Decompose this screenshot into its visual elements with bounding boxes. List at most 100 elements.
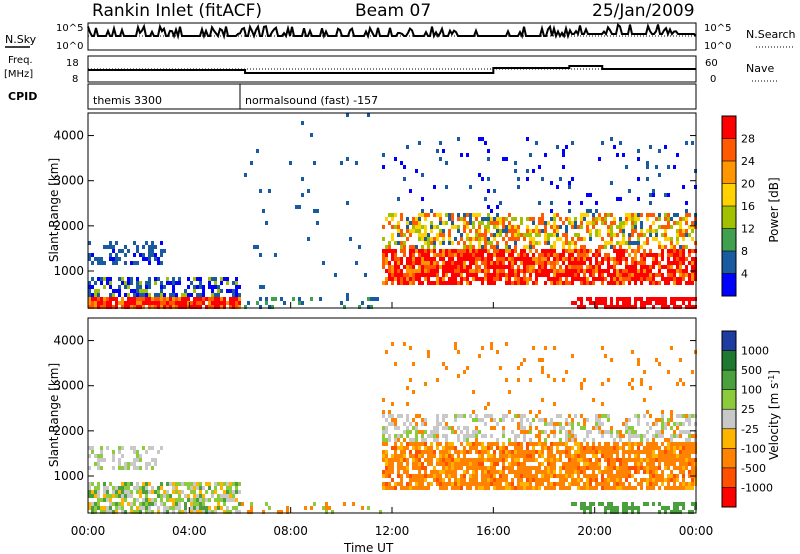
- heatmap-cell: [577, 470, 580, 474]
- heatmap-cell: [184, 482, 187, 486]
- heatmap-cell: [685, 454, 688, 458]
- heatmap-cell: [556, 458, 559, 462]
- heatmap-cell: [466, 426, 469, 430]
- heatmap-cell: [520, 277, 523, 281]
- heatmap-cell: [400, 273, 403, 277]
- heatmap-cell: [415, 249, 418, 253]
- heatmap-cell: [418, 141, 421, 145]
- heatmap-cell: [586, 418, 589, 422]
- heatmap-cell: [658, 478, 661, 482]
- heatmap-cell: [502, 474, 505, 478]
- heatmap-cell: [568, 209, 571, 213]
- heatmap-cell: [658, 434, 661, 438]
- heatmap-cell: [451, 466, 454, 470]
- heatmap-cell: [502, 486, 505, 490]
- heatmap-cell: [652, 438, 655, 442]
- heatmap-cell: [589, 301, 592, 305]
- heatmap-cell: [586, 193, 589, 197]
- heatmap-cell: [625, 261, 628, 265]
- heatmap-cell: [583, 466, 586, 470]
- heatmap-cell: [499, 486, 502, 490]
- heatmap-cell: [601, 474, 604, 478]
- heatmap-cell: [487, 229, 490, 233]
- heatmap-cell: [655, 434, 658, 438]
- heatmap-cell: [226, 490, 229, 494]
- heatmap-cell: [424, 229, 427, 233]
- heatmap-cell: [388, 434, 391, 438]
- heatmap-cell: [139, 510, 142, 514]
- heatmap-cell: [205, 297, 208, 301]
- heatmap-cell: [265, 301, 268, 305]
- heatmap-cell: [604, 506, 607, 510]
- heatmap-cell: [430, 249, 433, 253]
- heatmap-cell: [274, 253, 277, 257]
- heatmap-cell: [616, 470, 619, 474]
- heatmap-cell: [649, 426, 652, 430]
- heatmap-cell: [550, 442, 553, 446]
- heatmap-cell: [469, 482, 472, 486]
- heatmap-cell: [589, 233, 592, 237]
- heatmap-cell: [673, 281, 676, 285]
- heatmap-cell: [637, 450, 640, 454]
- heatmap-cell: [454, 478, 457, 482]
- heatmap-cell: [574, 249, 577, 253]
- heatmap-cell: [409, 253, 412, 257]
- heatmap-cell: [619, 438, 622, 442]
- heatmap-cell: [640, 301, 643, 305]
- heatmap-cell: [424, 237, 427, 241]
- heatmap-cell: [649, 386, 652, 390]
- heatmap-cell: [430, 434, 433, 438]
- heatmap-cell: [637, 261, 640, 265]
- heatmap-cell: [97, 293, 100, 297]
- heatmap-cell: [592, 281, 595, 285]
- heatmap-cell: [631, 442, 634, 446]
- heatmap-cell: [160, 249, 163, 253]
- heatmap-cell: [484, 478, 487, 482]
- heatmap-cell: [514, 462, 517, 466]
- heatmap-cell: [94, 494, 97, 498]
- heatmap-cell: [475, 253, 478, 257]
- heatmap-cell: [595, 462, 598, 466]
- heatmap-cell: [514, 454, 517, 458]
- heatmap-cell: [520, 418, 523, 422]
- heatmap-cell: [568, 269, 571, 273]
- heatmap-cell: [166, 305, 169, 309]
- heatmap-cell: [157, 257, 160, 261]
- heatmap-cell: [514, 261, 517, 265]
- heatmap-cell: [640, 273, 643, 277]
- heatmap-cell: [448, 446, 451, 450]
- heatmap-cell: [652, 422, 655, 426]
- heatmap-cell: [691, 370, 694, 374]
- heatmap-cell: [118, 257, 121, 261]
- heatmap-cell: [190, 281, 193, 285]
- heatmap-cell: [673, 474, 676, 478]
- heatmap-cell: [460, 450, 463, 454]
- heatmap-cell: [616, 478, 619, 482]
- heatmap-cell: [598, 157, 601, 161]
- heatmap-cell: [607, 470, 610, 474]
- heatmap-cell: [628, 245, 631, 249]
- heatmap-cell: [112, 454, 115, 458]
- heatmap-cell: [559, 486, 562, 490]
- heatmap-cell: [334, 273, 337, 277]
- heatmap-cell: [439, 217, 442, 221]
- heatmap-cell: [109, 297, 112, 301]
- heatmap-cell: [619, 462, 622, 466]
- heatmap-cell: [232, 301, 235, 305]
- heatmap-cell: [661, 233, 664, 237]
- heatmap-cell: [673, 502, 676, 506]
- heatmap-cell: [145, 482, 148, 486]
- heatmap-cell: [229, 289, 232, 293]
- heatmap-cell: [550, 486, 553, 490]
- heatmap-cell: [424, 265, 427, 269]
- heatmap-cell: [595, 450, 598, 454]
- heatmap-cell: [610, 454, 613, 458]
- heatmap-cell: [160, 261, 163, 265]
- heatmap-cell: [142, 498, 145, 502]
- heatmap-cell: [481, 269, 484, 273]
- heatmap-cell: [196, 494, 199, 498]
- heatmap-cell: [595, 217, 598, 221]
- heatmap-cell: [505, 342, 508, 346]
- heatmap-cell: [97, 297, 100, 301]
